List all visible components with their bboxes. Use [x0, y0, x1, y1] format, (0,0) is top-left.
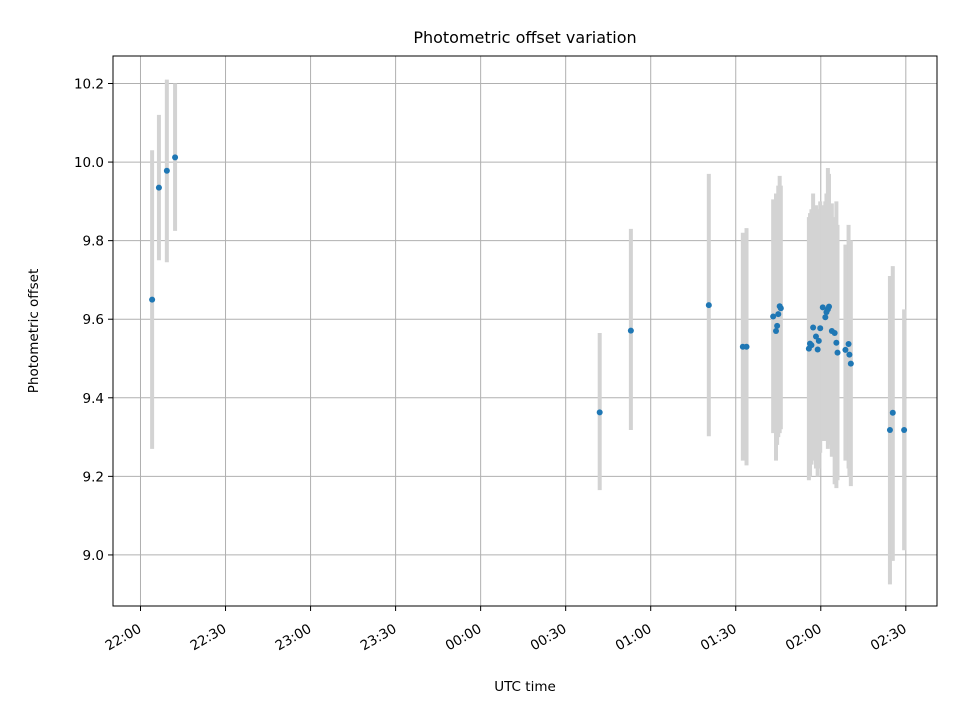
y-tick-label: 9.8 — [83, 234, 104, 250]
data-point — [846, 351, 853, 358]
y-tick-label: 9.4 — [83, 391, 104, 407]
data-point — [770, 313, 777, 320]
data-point — [834, 349, 841, 356]
data-point — [155, 184, 162, 191]
data-point — [775, 311, 782, 318]
y-tick-label: 9.0 — [83, 548, 104, 564]
y-axis-label: Photometric offset — [26, 269, 42, 393]
data-point — [819, 304, 826, 311]
data-point — [886, 427, 893, 433]
data-point — [627, 327, 634, 334]
data-point — [847, 360, 854, 367]
data-point — [172, 154, 179, 161]
data-point — [774, 322, 781, 329]
chart-title: Photometric offset variation — [413, 28, 636, 47]
data-point — [596, 409, 603, 416]
data-point — [772, 328, 779, 334]
data-point — [163, 167, 170, 174]
plot-frame — [112, 55, 938, 607]
data-point — [833, 339, 840, 346]
data-point — [812, 333, 819, 340]
data-point — [889, 409, 896, 416]
data-point — [808, 342, 815, 349]
data-point — [901, 427, 908, 433]
y-tick-label: 10.2 — [74, 77, 104, 93]
data-point — [705, 302, 712, 309]
y-axis-ticks: 9.0 9.2 9.4 9.6 9.8 10.0 10.2 — [74, 77, 113, 564]
data-point — [817, 325, 824, 332]
y-tick-label: 9.6 — [83, 312, 104, 328]
data-point — [810, 324, 817, 331]
data-point — [149, 296, 156, 303]
data-point — [815, 337, 822, 344]
data-point — [822, 314, 829, 321]
y-tick-label: 10.0 — [74, 155, 104, 171]
data-points — [149, 154, 908, 433]
data-point — [842, 346, 849, 353]
data-point — [814, 346, 821, 353]
y-tick-label: 9.2 — [83, 469, 104, 485]
data-point — [743, 343, 750, 350]
data-point — [777, 305, 784, 312]
data-point — [831, 329, 838, 336]
x-axis-label: UTC time — [494, 679, 556, 695]
data-point — [826, 303, 833, 310]
data-point — [845, 340, 852, 347]
